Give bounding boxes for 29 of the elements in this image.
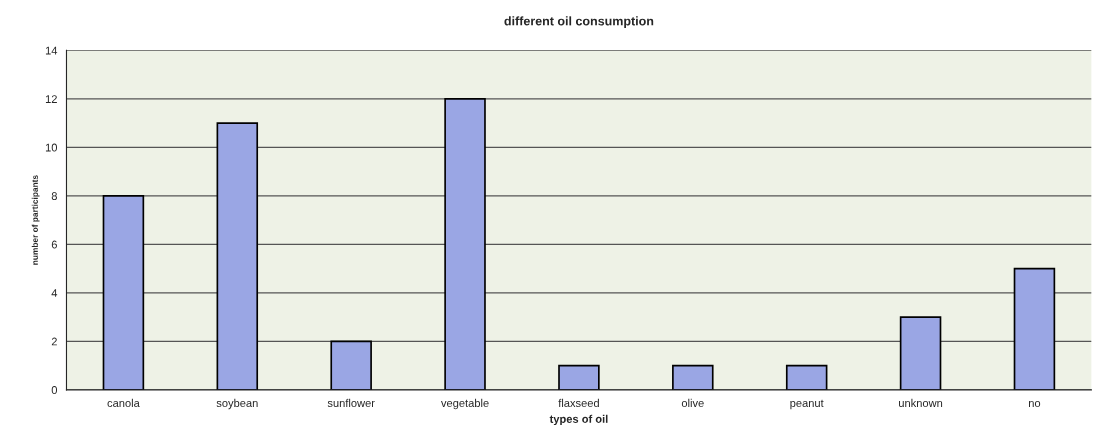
x-tick-label: olive	[681, 398, 704, 408]
bar	[558, 364, 600, 390]
y-tick-label: 8	[51, 192, 57, 200]
bar	[216, 122, 259, 390]
x-tick-label: canola	[107, 398, 140, 408]
bar	[102, 195, 145, 390]
x-tick-label: unknown	[899, 398, 943, 408]
bar	[330, 340, 372, 390]
y-tick-label: 6	[51, 240, 57, 249]
x-tick-label: no	[1029, 400, 1041, 408]
y-tick-label: 0	[51, 386, 58, 394]
bar	[444, 98, 486, 390]
bar	[899, 316, 942, 390]
bar	[785, 364, 828, 390]
bar	[672, 364, 714, 390]
y-tick-label: 14	[45, 46, 58, 55]
x-tick-label: peanut	[790, 399, 824, 410]
y-tick-label: 2	[51, 337, 57, 346]
bar	[1013, 267, 1056, 390]
x-tick-label: sunflower	[327, 398, 375, 408]
y-axis-title: number of participants	[31, 175, 40, 265]
chart-title: different oil consumption	[504, 16, 654, 28]
y-tick-label: 4	[51, 289, 58, 297]
y-tick-label: 10	[45, 143, 58, 152]
y-tick-label: 12	[45, 95, 57, 103]
x-tick-label: flaxseed	[558, 398, 599, 408]
x-tick-label: soybean	[216, 398, 258, 410]
x-tick-label: vegetable	[441, 398, 489, 410]
x-axis-title: types of oil	[549, 414, 608, 426]
